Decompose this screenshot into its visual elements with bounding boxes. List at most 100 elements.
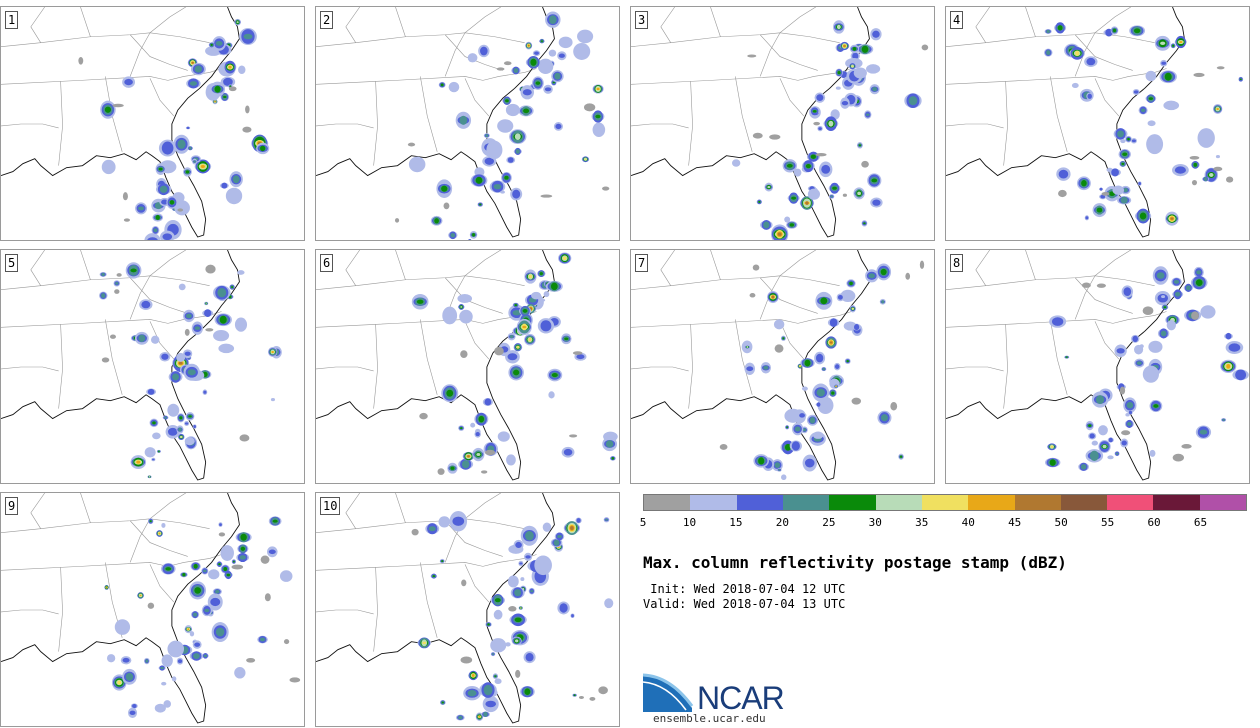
reflectivity-cell: [210, 43, 213, 46]
state-border-line: [1003, 324, 1008, 409]
state-border-line: [373, 81, 378, 166]
reflectivity-cell: [1121, 440, 1127, 446]
state-border-line: [395, 493, 406, 523]
reflectivity-cell: [174, 200, 190, 216]
state-border-line: [759, 34, 818, 71]
reflectivity-cell-weak: [101, 357, 110, 363]
state-border-line: [149, 493, 186, 520]
reflectivity-cell: [1174, 292, 1181, 297]
state-border-line: [1, 518, 210, 533]
panel-number-5: 5: [5, 254, 19, 272]
reflectivity-cell: [189, 631, 195, 637]
reflectivity-cell: [210, 597, 221, 607]
reflectivity-cell: [1049, 459, 1056, 466]
reflectivity-cell: [816, 94, 824, 102]
reflectivity-cell: [595, 114, 601, 119]
reflectivity-cell: [217, 288, 227, 298]
reflectivity-cell-weak: [1181, 444, 1192, 449]
reflectivity-cell: [1058, 169, 1069, 179]
state-border-line: [316, 366, 374, 372]
reflectivity-cell: [1112, 28, 1117, 33]
reflectivity-cell: [161, 654, 173, 668]
reflectivity-cell: [130, 268, 137, 273]
reflectivity-cell: [1163, 100, 1180, 111]
state-border-line: [105, 319, 123, 395]
colorbar-tick-label: 65: [1193, 516, 1208, 529]
reflectivity-cell: [763, 365, 769, 370]
reflectivity-cell: [611, 457, 615, 460]
colorbar-swatch-10: [1060, 495, 1108, 510]
reflectivity-cell: [1139, 212, 1147, 220]
website-link[interactable]: ensemble.ucar.edu: [653, 712, 766, 725]
state-border-line: [1094, 7, 1131, 34]
reflectivity-cell-weak: [747, 54, 757, 58]
state-border-line: [80, 7, 91, 37]
reflectivity-cell-weak: [437, 468, 445, 475]
reflectivity-cell: [279, 570, 293, 582]
reflectivity-cell: [138, 206, 145, 211]
reflectivity-cell: [1133, 28, 1141, 34]
reflectivity-cell-weak: [719, 443, 728, 450]
reflectivity-cell: [1185, 285, 1191, 291]
reflectivity-cell: [781, 474, 787, 481]
reflectivity-cell: [171, 676, 177, 682]
reflectivity-cell: [1239, 78, 1242, 81]
reflectivity-cell-weak: [460, 656, 473, 664]
reflectivity-cell: [1170, 217, 1174, 220]
reflectivity-cell-weak: [394, 218, 400, 223]
reflectivity-cell: [563, 448, 573, 456]
reflectivity-cell: [188, 415, 192, 418]
reflectivity-cell: [147, 237, 158, 240]
reflectivity-cell: [1195, 279, 1203, 287]
reflectivity-cell: [479, 203, 482, 206]
reflectivity-cell: [193, 563, 198, 569]
reflectivity-cell: [1161, 61, 1167, 65]
panel-number-7: 7: [635, 254, 649, 272]
reflectivity-cell-weak: [112, 103, 124, 108]
reflectivity-cell: [194, 642, 201, 647]
reflectivity-cell: [494, 675, 497, 677]
reflectivity-cell: [219, 315, 227, 324]
reflectivity-cell: [543, 291, 550, 298]
state-border-line: [420, 319, 438, 395]
reflectivity-cell-weak: [246, 657, 256, 663]
state-border-line: [759, 32, 781, 77]
reflectivity-cell: [1145, 70, 1157, 82]
reflectivity-cell: [866, 64, 881, 74]
reflectivity-cell: [461, 460, 470, 469]
state-border-line: [444, 277, 503, 314]
colorbar-tick-label: 40: [961, 516, 975, 529]
reflectivity-cell: [1164, 72, 1172, 81]
state-border-line: [420, 76, 438, 152]
panel-number-2: 2: [320, 11, 334, 29]
reflectivity-cell: [544, 87, 552, 92]
reflectivity-cell: [1216, 107, 1219, 110]
reflectivity-cell: [177, 659, 183, 664]
state-border-line: [735, 76, 753, 152]
panel-number-8: 8: [950, 254, 964, 272]
reflectivity-cell: [208, 569, 220, 580]
reflectivity-cell: [452, 516, 465, 526]
reflectivity-cell: [485, 700, 497, 708]
map-svg-3: [631, 7, 929, 240]
colorbar-tick-label: 50: [1054, 516, 1068, 529]
reflectivity-cell: [162, 233, 173, 240]
reflectivity-cell: [1222, 418, 1225, 422]
state-border-line: [149, 564, 175, 603]
colorbar-swatch-2: [690, 495, 737, 510]
reflectivity-cell: [457, 294, 473, 303]
reflectivity-cell: [1057, 25, 1063, 31]
colorbar-tick-label: 5: [639, 516, 647, 529]
reflectivity-cell: [467, 53, 478, 63]
reflectivity-cell: [152, 421, 156, 425]
reflectivity-cell: [185, 170, 190, 174]
state-border-line: [149, 250, 186, 277]
state-border-line: [129, 520, 188, 557]
coastline: [316, 493, 555, 724]
reflectivity-cell: [161, 522, 166, 528]
reflectivity-cell: [1215, 155, 1220, 159]
reflectivity-cell: [177, 139, 186, 149]
reflectivity-cell: [193, 160, 196, 163]
reflectivity-cell: [830, 195, 833, 198]
state-border-line: [1074, 32, 1096, 77]
